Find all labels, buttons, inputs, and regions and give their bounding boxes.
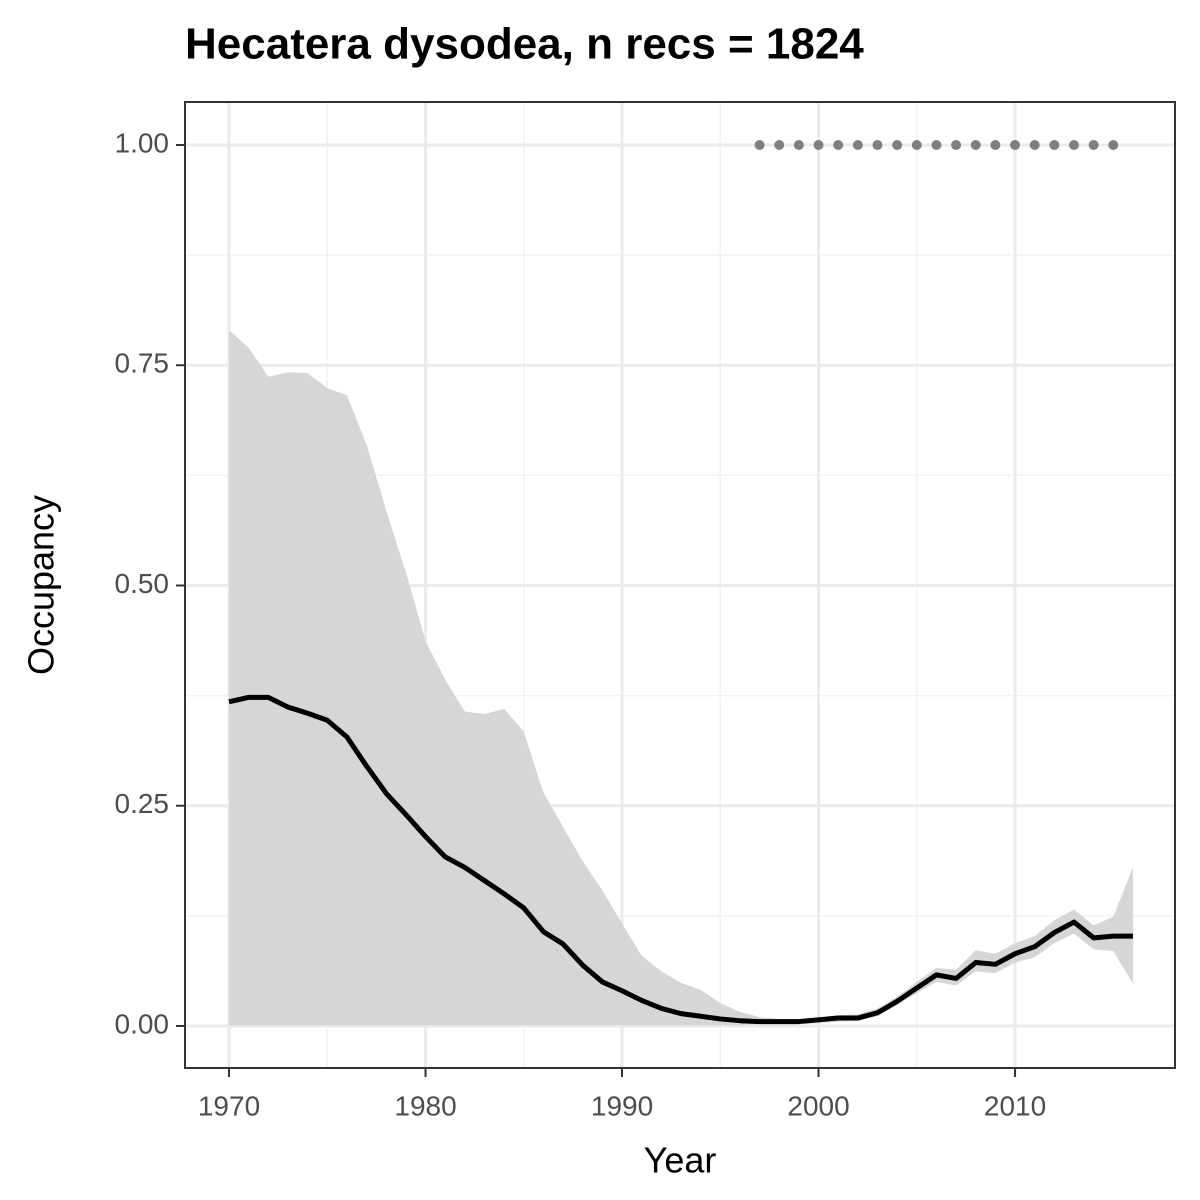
record-point: [1068, 139, 1079, 150]
y-tick-label: 0.75: [115, 348, 170, 379]
record-point: [911, 139, 922, 150]
record-point: [754, 139, 765, 150]
y-tick-label: 1.00: [115, 127, 170, 158]
x-tick-label: 1990: [591, 1090, 653, 1121]
confidence-band: [229, 329, 1133, 1026]
y-tick-label: 0.50: [115, 568, 170, 599]
record-point: [1088, 139, 1099, 150]
record-point: [813, 139, 824, 150]
record-point: [793, 139, 804, 150]
record-point: [774, 139, 785, 150]
record-point: [1049, 139, 1060, 150]
record-point: [970, 139, 981, 150]
mean-line: [228, 694, 1133, 1025]
y-tick-label: 0.25: [115, 788, 170, 819]
y-tick-label: 0.00: [115, 1008, 170, 1039]
record-point: [1010, 139, 1021, 150]
record-point: [951, 139, 962, 150]
x-tick-label: 2000: [787, 1090, 849, 1121]
record-point: [833, 139, 844, 150]
y-axis-title: Occupancy: [21, 495, 62, 675]
record-point: [1108, 139, 1119, 150]
record-point: [1029, 139, 1040, 150]
x-tick-label: 1970: [198, 1090, 260, 1121]
record-point: [931, 139, 942, 150]
chart-title: Hecatera dysodea, n recs = 1824: [185, 20, 864, 69]
x-tick-label: 1980: [394, 1090, 456, 1121]
x-tick-label: 2010: [984, 1090, 1046, 1121]
x-axis-title: Year: [644, 1140, 717, 1181]
record-point: [872, 139, 883, 150]
record-point: [852, 139, 863, 150]
record-point: [990, 139, 1001, 150]
record-point: [892, 139, 903, 150]
